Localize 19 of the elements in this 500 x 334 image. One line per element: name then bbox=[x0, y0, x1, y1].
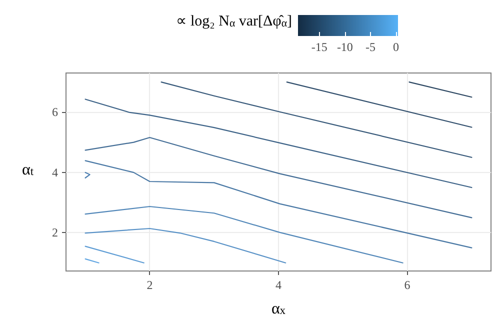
x-tick-label: 2 bbox=[146, 278, 153, 292]
line-series bbox=[84, 228, 286, 264]
color-bar-label: -10 bbox=[336, 40, 353, 54]
x-tick-label: 6 bbox=[404, 278, 410, 292]
y-tick-label: 2 bbox=[52, 226, 58, 240]
color-bar-label: -15 bbox=[311, 40, 328, 54]
line-series bbox=[84, 98, 472, 188]
y-tick-label: 4 bbox=[52, 165, 58, 180]
line-series bbox=[84, 136, 472, 218]
line-series bbox=[84, 206, 404, 264]
line-series bbox=[160, 81, 472, 158]
color-bar-label: -5 bbox=[365, 40, 376, 54]
y-tick-label: 6 bbox=[52, 105, 58, 120]
color-bar-label: 0 bbox=[392, 40, 399, 54]
y-axis-title: αt bbox=[22, 162, 34, 178]
color-bar-title: ∝ log₂ Nα var[Δφ̂α] bbox=[176, 14, 292, 30]
line-series bbox=[84, 160, 472, 248]
x-tick-label: 4 bbox=[276, 278, 282, 292]
x-axis-title: αx bbox=[271, 300, 286, 318]
